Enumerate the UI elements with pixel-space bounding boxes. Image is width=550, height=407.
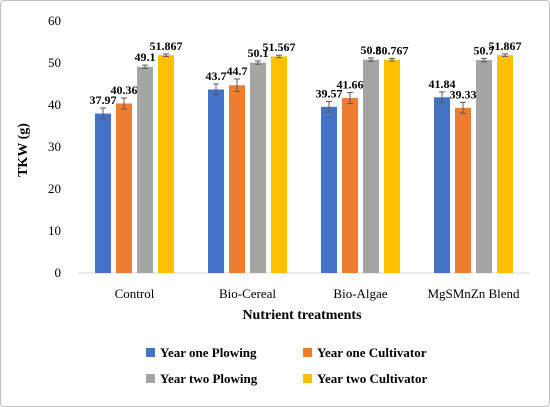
data-label: 40.36: [111, 83, 138, 97]
category-label: Bio-Algae: [333, 286, 387, 301]
bar: [116, 103, 132, 273]
data-label: 37.97: [90, 93, 117, 107]
bar: [137, 66, 153, 273]
bar: [476, 60, 492, 274]
data-label: 49.1: [135, 50, 156, 64]
category-label: Bio-Cereal: [219, 286, 276, 301]
bar: [95, 113, 111, 273]
error-bar: [389, 58, 395, 62]
y-tick-label: 50: [48, 55, 61, 70]
y-tick-label: 10: [48, 223, 61, 238]
bar: [455, 107, 471, 274]
category-label: MgSMnZn Blend: [427, 286, 520, 301]
bar: [321, 106, 337, 273]
data-label: 51.867: [150, 39, 183, 53]
legend-swatch: [303, 374, 312, 383]
bar: [384, 59, 400, 274]
error-bar: [121, 97, 127, 110]
data-label: 43.7: [206, 69, 227, 83]
category-label: Control: [115, 286, 155, 301]
data-label: 41.66: [337, 78, 364, 92]
error-bar: [100, 107, 106, 120]
error-bar: [481, 57, 487, 63]
error-bar: [213, 83, 219, 96]
legend-label: Year two Cultivator: [317, 371, 427, 386]
y-tick-label: 40: [48, 97, 61, 112]
bar: [208, 89, 224, 274]
data-label: 51.867: [489, 39, 522, 53]
bar: [271, 56, 287, 274]
error-bar: [460, 101, 466, 114]
bars: [95, 55, 513, 274]
legend-item: Year one Plowing: [146, 345, 257, 360]
data-label: 41.84: [429, 77, 456, 91]
data-label: 39.57: [316, 86, 343, 100]
legend-swatch: [303, 348, 312, 357]
bar: [434, 97, 450, 273]
legend-label: Year one Plowing: [160, 345, 257, 360]
y-tick-label: 0: [55, 265, 62, 280]
data-label: 51.567: [263, 40, 296, 54]
data-label: 39.33: [450, 87, 477, 101]
legend-item: Year two Plowing: [146, 371, 258, 386]
bar: [229, 85, 245, 273]
error-bar: [347, 92, 353, 104]
bar: [158, 55, 174, 273]
error-bar: [326, 100, 332, 113]
y-tick-label: 20: [48, 181, 61, 196]
y-tick-labels: 0 10 20 30 40 50 60: [48, 13, 61, 280]
legend: Year one Plowing Year one Cultivator Year …: [146, 345, 427, 386]
error-bars: [100, 53, 508, 120]
error-bar: [502, 53, 508, 57]
bar: [342, 98, 358, 273]
x-axis-title: Nutrient treatments: [242, 308, 362, 323]
y-axis-title: TKW (g): [16, 123, 31, 177]
error-bar: [255, 60, 261, 65]
bar: [250, 62, 266, 273]
data-label: 50.8: [361, 43, 382, 57]
legend-swatch: [146, 348, 155, 357]
error-bar: [234, 78, 240, 93]
legend-item: Year one Cultivator: [303, 345, 427, 360]
bar: [363, 59, 379, 273]
y-tick-label: 60: [48, 13, 61, 28]
y-tick-label: 30: [48, 139, 61, 154]
legend-label: Year two Plowing: [160, 371, 258, 386]
error-bar: [163, 53, 169, 57]
error-bar: [439, 91, 445, 104]
data-label: 50.7: [474, 43, 495, 57]
legend-item: Year two Cultivator: [303, 371, 427, 386]
data-label: 50.1: [248, 46, 269, 60]
category-labels: Control Bio-Cereal Bio-Algae MgSMnZn Blend: [115, 286, 520, 301]
error-bar: [276, 54, 282, 59]
data-label: 44.7: [227, 64, 248, 78]
error-bar: [368, 57, 374, 62]
legend-swatch: [146, 374, 155, 383]
error-bar: [142, 64, 148, 69]
data-label: 50.767: [376, 44, 409, 58]
legend-label: Year one Cultivator: [317, 345, 427, 360]
bar: [497, 55, 513, 273]
